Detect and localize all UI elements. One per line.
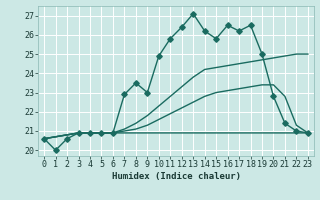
X-axis label: Humidex (Indice chaleur): Humidex (Indice chaleur) — [111, 172, 241, 181]
